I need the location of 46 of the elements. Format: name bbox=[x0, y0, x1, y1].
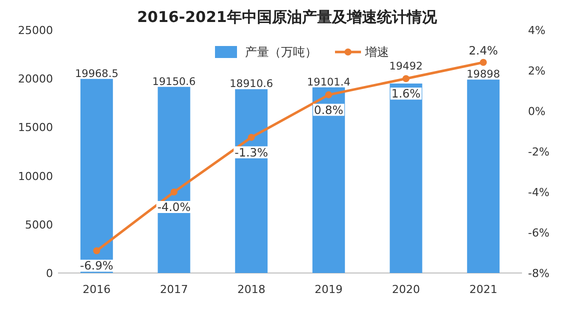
y-tick-label: 0 bbox=[46, 267, 53, 280]
point bbox=[93, 247, 100, 254]
data-label: 19492 bbox=[389, 60, 423, 73]
data-label: 1.6% bbox=[391, 86, 421, 101]
x-tick-label: 2017 bbox=[160, 283, 188, 296]
point bbox=[248, 134, 255, 141]
y2-tick-label: -6% bbox=[528, 226, 550, 240]
bar bbox=[390, 84, 422, 273]
bar bbox=[467, 80, 500, 273]
chart-title: 2016-2021年中国原油产量及增速统计情况 bbox=[137, 8, 438, 26]
data-label: 19150.6 bbox=[152, 76, 196, 88]
bar bbox=[235, 89, 268, 273]
data-label: 18910.6 bbox=[230, 78, 274, 90]
data-label: 2.4% bbox=[468, 43, 498, 58]
data-label: 19101.4 bbox=[306, 76, 351, 88]
x-tick-label: 2021 bbox=[469, 283, 498, 296]
y-tick-label: 20000 bbox=[18, 72, 53, 86]
legend-label: 增速 bbox=[364, 45, 389, 59]
bar bbox=[312, 87, 345, 273]
data-label: -1.3% bbox=[234, 145, 268, 160]
y-tick-label: 25000 bbox=[18, 24, 53, 37]
y-tick-label: 10000 bbox=[18, 170, 53, 183]
point bbox=[325, 91, 332, 98]
y2-tick-label: -8% bbox=[528, 267, 550, 280]
data-label: 19968.5 bbox=[74, 68, 118, 80]
point bbox=[480, 58, 487, 66]
y-tick-label: 15000 bbox=[18, 121, 53, 134]
point bbox=[402, 75, 410, 82]
legend-label: 产量（万吨） bbox=[245, 45, 317, 59]
y2-tick-label: 4% bbox=[528, 24, 546, 37]
y2-tick-label: -4% bbox=[528, 186, 550, 199]
y2-tick-label: -2% bbox=[528, 146, 550, 158]
point bbox=[170, 188, 178, 196]
y2-tick-label: 2% bbox=[528, 64, 546, 78]
x-tick-label: 2016 bbox=[82, 283, 111, 296]
bar bbox=[80, 78, 113, 273]
y-tick-label: 5000 bbox=[25, 218, 53, 232]
x-tick-label: 2020 bbox=[392, 283, 420, 296]
data-label: -4.0% bbox=[157, 200, 191, 214]
data-label: 0.8% bbox=[314, 102, 344, 117]
x-tick-label: 2019 bbox=[314, 283, 343, 296]
data-label: -6.9% bbox=[80, 258, 114, 273]
x-tick-label: 2018 bbox=[237, 283, 266, 296]
data-label: 19898 bbox=[466, 68, 500, 81]
bar bbox=[158, 86, 190, 273]
y2-tick-label: 0% bbox=[528, 105, 546, 118]
